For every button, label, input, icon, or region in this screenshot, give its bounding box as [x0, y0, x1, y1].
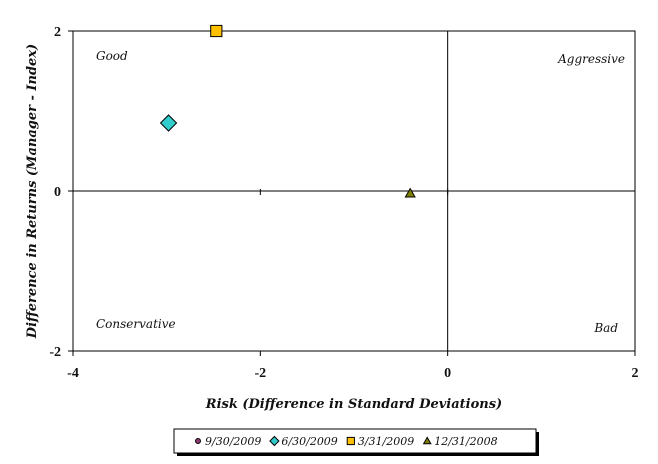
x-tick-label: 2: [632, 366, 639, 381]
y-axis-ticks: -2 0 2: [49, 25, 73, 360]
legend-marker-triangle: [422, 436, 432, 445]
quadrant-label-bad: Bad: [593, 321, 618, 335]
legend-label: 12/31/2008: [434, 435, 497, 448]
quadrant-label-good: Good: [96, 49, 128, 63]
data-point-diamond: [159, 114, 178, 132]
legend-label: 6/30/2009: [281, 435, 337, 448]
legend-label: 9/30/2009: [205, 435, 261, 448]
x-tick-label: -4: [67, 366, 79, 381]
x-tick-label: -2: [254, 366, 266, 381]
legend-label: 3/31/2009: [358, 435, 414, 448]
y-axis-title: Difference in Returns (Manager - Index): [25, 44, 40, 339]
legend-marker-diamond: [269, 435, 280, 447]
legend-marker-circle: [195, 438, 201, 444]
data-point-triangle: [404, 187, 416, 198]
legend: 9/30/2009 6/30/2009 3/31/2009 12/31/2008: [173, 428, 539, 456]
y-tick-label: -2: [49, 345, 61, 360]
y-tick-label: 2: [54, 25, 61, 40]
x-tick-label: 0: [444, 366, 451, 381]
legend-items: 9/30/2009 6/30/2009 3/31/2009 12/31/2008: [195, 435, 498, 448]
quadrant-label-aggressive: Aggressive: [557, 52, 625, 66]
x-axis-ticks: -4 -2 0 2: [67, 189, 639, 381]
legend-marker-square: [346, 436, 355, 446]
quadrant-label-conservative: Conservative: [96, 317, 176, 331]
data-points: [159, 24, 416, 198]
legend-box: [173, 428, 537, 454]
y-tick-label: 0: [54, 185, 61, 200]
x-axis-title: Risk (Difference in Standard Deviations): [205, 397, 502, 412]
data-point-square: [210, 24, 223, 38]
